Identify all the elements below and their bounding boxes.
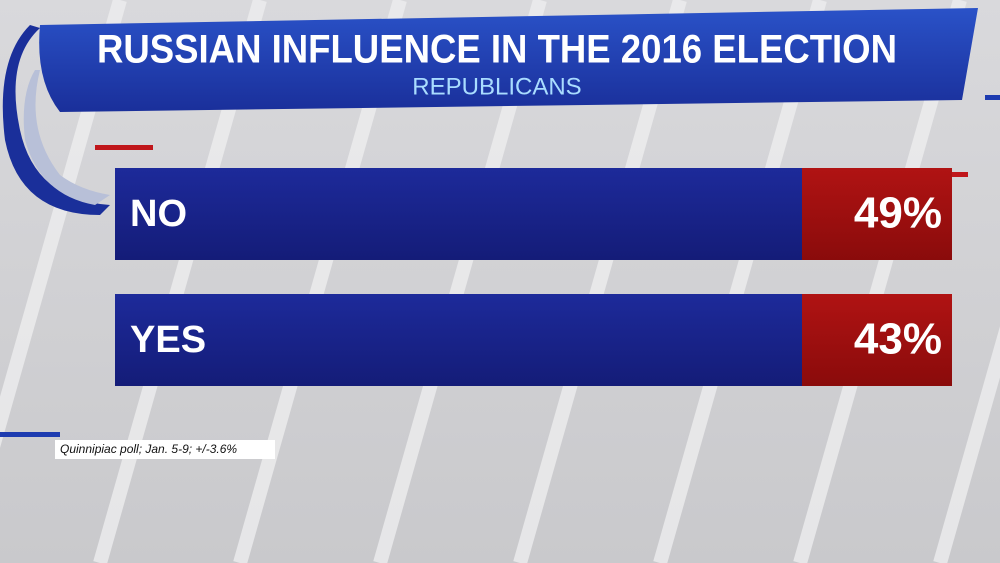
subtitle: REPUBLICANS [412, 73, 581, 100]
results: NO 49% YES 43% [115, 168, 952, 386]
title: RUSSIAN INFLUENCE IN THE 2016 ELECTION [97, 28, 897, 72]
title-ribbon [2, 8, 978, 215]
row-bar [115, 168, 802, 260]
value-box [802, 168, 952, 260]
source: Quinnipiac poll; Jan. 5-9; +/-3.6% [60, 442, 237, 456]
value-box [802, 294, 952, 386]
row-value: 43% [854, 315, 942, 364]
accent-lines [0, 95, 1000, 437]
row-label: NO [130, 193, 187, 235]
row-label: YES [130, 319, 206, 361]
source-box [55, 440, 275, 459]
row-bar [115, 294, 802, 386]
row-value: 49% [854, 189, 942, 238]
